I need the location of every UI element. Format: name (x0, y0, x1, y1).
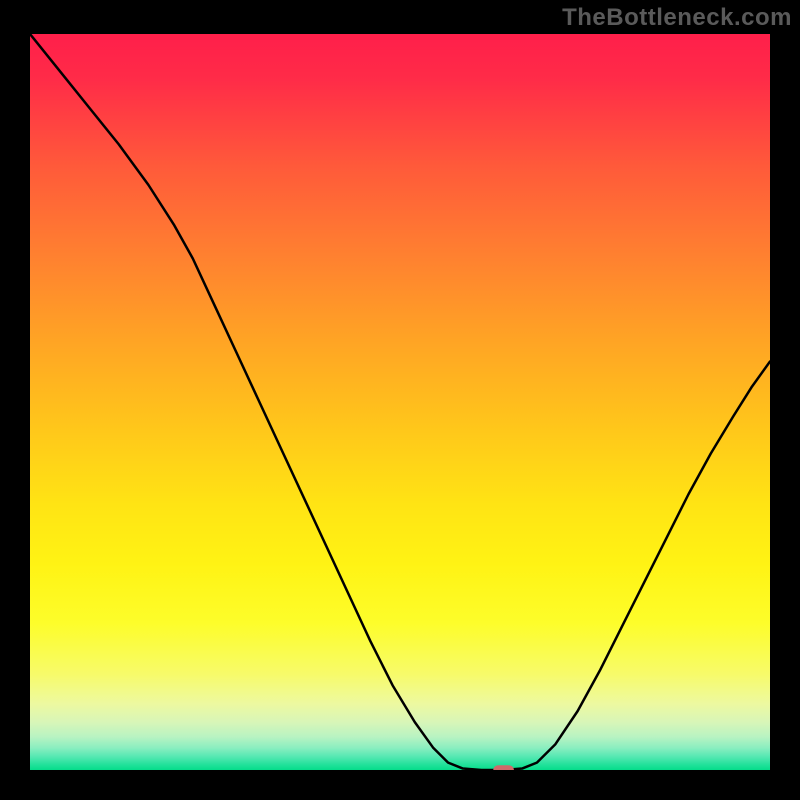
watermark-label: TheBottleneck.com (562, 4, 792, 32)
chart-frame: TheBottleneck.com (0, 0, 800, 800)
bottleneck-chart (30, 34, 770, 770)
heatmap-background (30, 34, 770, 770)
optimal-marker (493, 765, 514, 770)
